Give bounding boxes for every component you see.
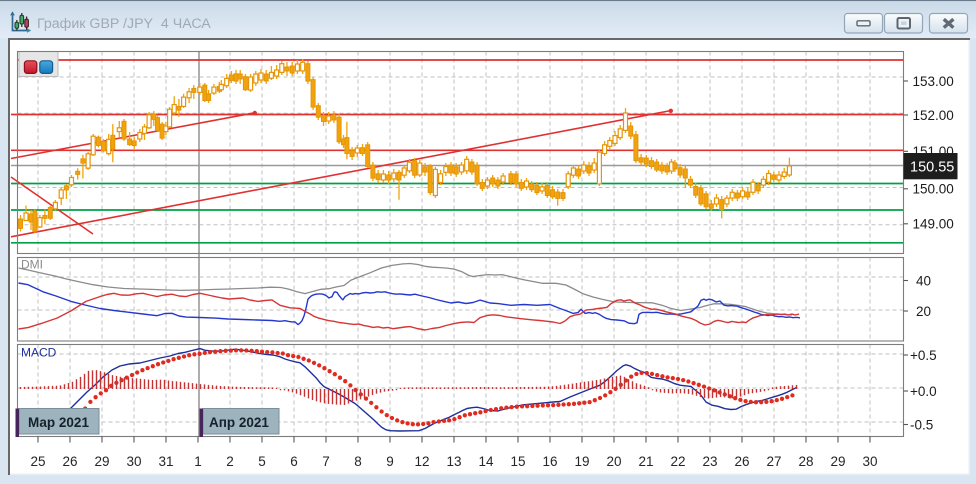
svg-text:Мар 2021: Мар 2021 [28, 415, 89, 430]
svg-text:График GBP /JPY 4 ЧАСА: График GBP /JPY 4 ЧАСА [37, 16, 211, 32]
svg-text:9: 9 [386, 454, 394, 469]
svg-text:Апр 2021: Апр 2021 [209, 415, 269, 430]
svg-text:+0.0: +0.0 [910, 384, 937, 399]
svg-text:31: 31 [158, 454, 173, 469]
svg-text:30: 30 [126, 454, 141, 469]
svg-text:13: 13 [446, 454, 461, 469]
svg-text:153.00: 153.00 [913, 74, 954, 89]
svg-text:28: 28 [798, 454, 813, 469]
svg-text:29: 29 [830, 454, 845, 469]
svg-text:20: 20 [916, 304, 931, 319]
svg-text:149.00: 149.00 [913, 217, 954, 232]
svg-text:7: 7 [322, 454, 330, 469]
svg-text:1: 1 [194, 454, 202, 469]
svg-text:40: 40 [916, 273, 931, 288]
svg-text:26: 26 [62, 454, 77, 469]
svg-text:5: 5 [258, 454, 266, 469]
svg-text:6: 6 [290, 454, 298, 469]
svg-text:DMI: DMI [21, 258, 43, 272]
svg-text:14: 14 [478, 454, 494, 469]
svg-text:150.55: 150.55 [910, 160, 954, 176]
svg-text:16: 16 [542, 454, 557, 469]
svg-text:19: 19 [574, 454, 589, 469]
svg-text:23: 23 [702, 454, 717, 469]
svg-text:150.00: 150.00 [913, 182, 954, 197]
svg-text:2: 2 [226, 454, 234, 469]
svg-text:30: 30 [862, 454, 877, 469]
svg-text:25: 25 [30, 454, 45, 469]
svg-text:152.00: 152.00 [913, 108, 954, 123]
svg-text:8: 8 [354, 454, 362, 469]
svg-text:12: 12 [414, 454, 429, 469]
svg-text:21: 21 [638, 454, 653, 469]
svg-text:20: 20 [606, 454, 621, 469]
svg-text:+0.5: +0.5 [910, 348, 937, 363]
svg-text:MACD: MACD [21, 346, 57, 360]
svg-text:26: 26 [734, 454, 749, 469]
svg-text:15: 15 [510, 454, 525, 469]
svg-text:27: 27 [766, 454, 781, 469]
svg-text:22: 22 [670, 454, 685, 469]
svg-text:-0.5: -0.5 [910, 417, 933, 432]
svg-text:29: 29 [94, 454, 109, 469]
